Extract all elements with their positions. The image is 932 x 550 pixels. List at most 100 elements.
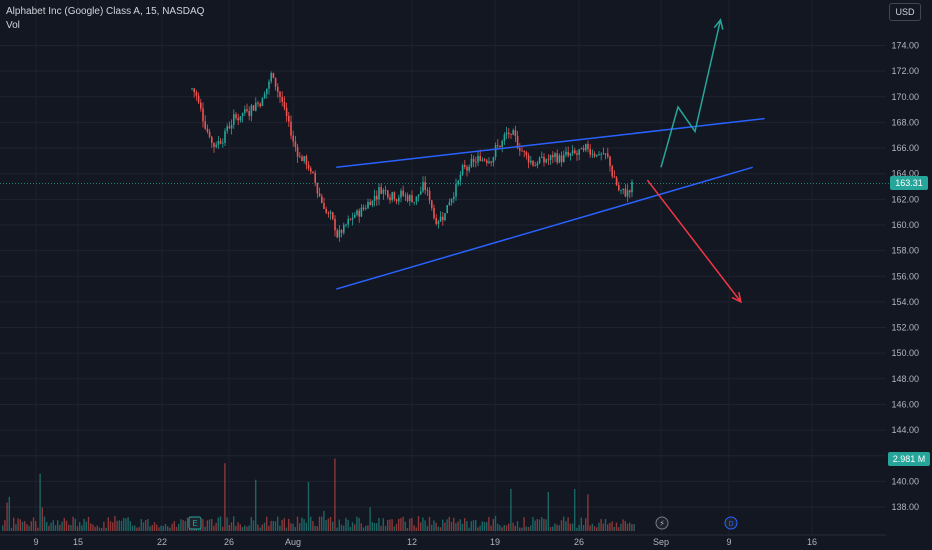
volume-bar <box>389 519 391 531</box>
volume-bar <box>402 516 404 531</box>
volume-bar <box>514 525 516 531</box>
candle-body <box>420 191 422 195</box>
candle-body <box>219 140 222 144</box>
candle-body <box>576 153 578 155</box>
volume-bar <box>459 519 461 531</box>
dividend-icon[interactable]: D <box>724 516 738 530</box>
candle-body <box>239 116 242 121</box>
y-tick-label: 146.00 <box>891 399 919 409</box>
volume-bar <box>433 520 435 531</box>
candle-body <box>569 153 572 156</box>
volume-bar <box>574 489 576 531</box>
volume-bar <box>340 524 343 531</box>
candle-body <box>519 148 521 151</box>
volume-bar <box>444 522 446 531</box>
volume-bar <box>367 525 369 531</box>
volume-bar <box>490 525 492 531</box>
volume-bar <box>65 520 68 531</box>
volume-bar <box>103 521 105 531</box>
volume-bar <box>164 523 167 531</box>
price-axis[interactable]: 138.00140.00142.00144.00146.00148.00150.… <box>886 0 932 535</box>
candle-body <box>618 184 620 191</box>
candle-body <box>354 214 356 218</box>
volume-bar <box>347 519 349 531</box>
candle-body <box>321 196 323 204</box>
volume-bar <box>362 527 365 531</box>
volume-bar <box>468 527 470 531</box>
volume-bar <box>591 523 593 531</box>
volume-bar <box>301 517 303 531</box>
candle-body <box>571 150 574 154</box>
volume-bar <box>580 517 582 531</box>
volume-bar <box>525 526 527 531</box>
volume-bar <box>534 520 536 531</box>
volume-bar <box>272 521 274 531</box>
candle-body <box>391 192 393 201</box>
volume-bar <box>85 521 87 531</box>
candle-body <box>382 189 385 194</box>
candle-body <box>378 187 380 200</box>
volume-bar <box>558 525 560 531</box>
candle-body <box>217 140 220 145</box>
volume-bar <box>250 517 252 531</box>
candle-body <box>549 155 552 161</box>
volume-bar <box>351 522 354 531</box>
volume-bar <box>101 527 103 531</box>
volume-bar <box>600 519 602 531</box>
candle-body <box>316 182 319 194</box>
candle-body <box>442 216 444 221</box>
event-markers[interactable]: E ⚡ D <box>188 516 738 530</box>
volume-bar <box>116 520 118 531</box>
candle-body <box>483 159 486 161</box>
candle-body <box>398 197 400 202</box>
earnings-icon[interactable]: E <box>188 516 202 530</box>
candle-body <box>486 160 488 164</box>
volume-bar <box>28 525 30 531</box>
volume-bar <box>439 527 442 531</box>
volume-bar <box>314 525 316 531</box>
candle-body <box>596 154 598 157</box>
currency-button[interactable]: USD <box>889 3 921 21</box>
candle-body <box>514 130 517 137</box>
volume-bar <box>552 526 554 531</box>
candle-body <box>523 151 525 153</box>
drawings[interactable] <box>336 18 765 304</box>
candle-body <box>560 155 563 162</box>
volume-bar <box>4 520 6 531</box>
volume-bar <box>303 519 305 531</box>
volume-bar <box>420 522 422 531</box>
svg-text:⚡: ⚡ <box>659 519 665 528</box>
trendline-upper <box>336 117 765 169</box>
volume-bar <box>327 518 329 531</box>
volume-bar <box>409 518 411 531</box>
candle-body <box>587 144 589 150</box>
volume-bar <box>233 516 235 531</box>
volume-bar <box>435 522 437 531</box>
volume-bar <box>413 525 415 531</box>
volume-bar <box>182 520 184 531</box>
candle-body <box>252 105 255 111</box>
volume-bar <box>83 518 85 531</box>
lightning-icon[interactable]: ⚡ <box>655 516 669 530</box>
volume-bar <box>607 524 609 531</box>
volume-bar <box>26 524 28 531</box>
candle-body <box>380 187 382 194</box>
time-axis[interactable]: 9 15 22 26 Aug 12 19 26 Sep 9 16 <box>0 534 886 547</box>
candle-body <box>426 189 429 191</box>
volume-bar <box>589 525 591 531</box>
volume-indicator-label[interactable]: Vol <box>6 20 20 31</box>
candle-body <box>428 190 431 201</box>
svg-text:D: D <box>728 521 733 528</box>
projection-bearish <box>646 179 742 303</box>
volume-bar <box>63 518 65 531</box>
volume-bar <box>527 527 530 531</box>
volume-bar <box>365 525 367 531</box>
candle-body <box>413 201 415 203</box>
candle-body <box>305 156 308 165</box>
volume-bar <box>494 516 497 531</box>
symbol-title[interactable]: Alphabet Inc (Google) Class A, 15, NASDA… <box>6 6 205 17</box>
volume-bar <box>371 522 373 531</box>
candle-body <box>215 144 217 147</box>
volume-bar <box>147 519 149 531</box>
